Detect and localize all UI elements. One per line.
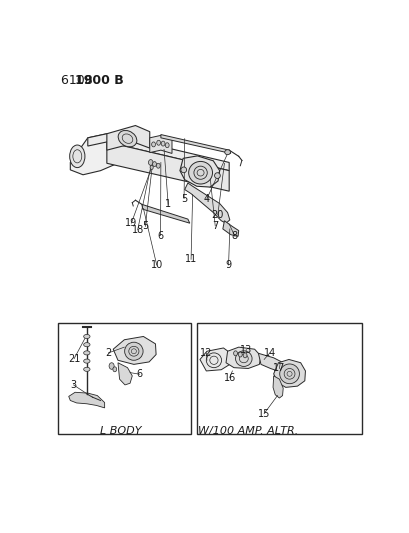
Polygon shape <box>142 204 189 223</box>
Text: 16: 16 <box>223 373 235 383</box>
Circle shape <box>233 351 237 356</box>
Circle shape <box>112 367 117 372</box>
Circle shape <box>156 163 160 168</box>
Polygon shape <box>273 359 305 387</box>
Text: 21: 21 <box>68 353 80 364</box>
Text: 1900 B: 1900 B <box>75 74 124 87</box>
Text: 15: 15 <box>257 409 270 418</box>
Text: 9: 9 <box>225 260 231 270</box>
Ellipse shape <box>214 173 220 179</box>
Circle shape <box>243 353 246 358</box>
Ellipse shape <box>83 359 90 363</box>
Circle shape <box>238 352 242 357</box>
Circle shape <box>150 165 153 169</box>
Circle shape <box>148 159 153 165</box>
Text: 6108: 6108 <box>61 74 96 87</box>
Text: 1: 1 <box>165 199 171 209</box>
Text: W/100 AMP. ALTR.: W/100 AMP. ALTR. <box>198 426 298 437</box>
Ellipse shape <box>70 145 85 167</box>
Ellipse shape <box>124 342 143 360</box>
Polygon shape <box>69 392 104 408</box>
Text: 6: 6 <box>136 369 142 379</box>
Polygon shape <box>225 347 261 368</box>
Polygon shape <box>184 183 229 223</box>
Text: 6: 6 <box>157 230 163 240</box>
Polygon shape <box>200 348 230 371</box>
Ellipse shape <box>188 161 212 184</box>
Ellipse shape <box>83 343 90 347</box>
Ellipse shape <box>180 167 186 173</box>
Text: 10: 10 <box>150 260 162 270</box>
Polygon shape <box>107 142 229 191</box>
Ellipse shape <box>224 150 230 155</box>
Circle shape <box>156 140 160 145</box>
Text: 5: 5 <box>180 193 187 204</box>
Ellipse shape <box>235 351 252 366</box>
Circle shape <box>151 142 155 147</box>
Ellipse shape <box>83 334 90 338</box>
Text: 12: 12 <box>200 348 212 358</box>
Text: 13: 13 <box>240 345 252 354</box>
Ellipse shape <box>83 351 90 355</box>
Text: 7: 7 <box>211 221 218 231</box>
Polygon shape <box>272 376 283 398</box>
Text: 4: 4 <box>203 193 209 204</box>
Text: 19: 19 <box>125 218 137 228</box>
Bar <box>196 322 361 434</box>
Polygon shape <box>180 156 219 187</box>
Polygon shape <box>149 135 172 154</box>
Text: 18: 18 <box>131 225 144 235</box>
Text: 20: 20 <box>211 210 223 220</box>
Circle shape <box>161 141 164 146</box>
Circle shape <box>109 363 114 369</box>
Text: 3: 3 <box>70 380 76 390</box>
Circle shape <box>152 161 156 166</box>
Text: 11: 11 <box>184 254 197 264</box>
Ellipse shape <box>279 364 299 384</box>
Ellipse shape <box>118 131 137 147</box>
Polygon shape <box>113 336 156 365</box>
Text: L BODY: L BODY <box>100 426 142 437</box>
Bar <box>58 322 191 434</box>
Polygon shape <box>88 134 229 171</box>
Circle shape <box>165 143 169 148</box>
Polygon shape <box>258 353 284 372</box>
Polygon shape <box>118 363 132 385</box>
Polygon shape <box>222 221 238 236</box>
Ellipse shape <box>83 367 90 372</box>
Text: 2: 2 <box>105 348 111 358</box>
Text: 14: 14 <box>263 348 275 358</box>
Polygon shape <box>70 134 118 175</box>
Text: 17: 17 <box>272 364 285 374</box>
Text: 5: 5 <box>142 222 148 231</box>
Polygon shape <box>160 134 230 154</box>
Polygon shape <box>107 126 149 150</box>
Text: 8: 8 <box>231 231 237 241</box>
